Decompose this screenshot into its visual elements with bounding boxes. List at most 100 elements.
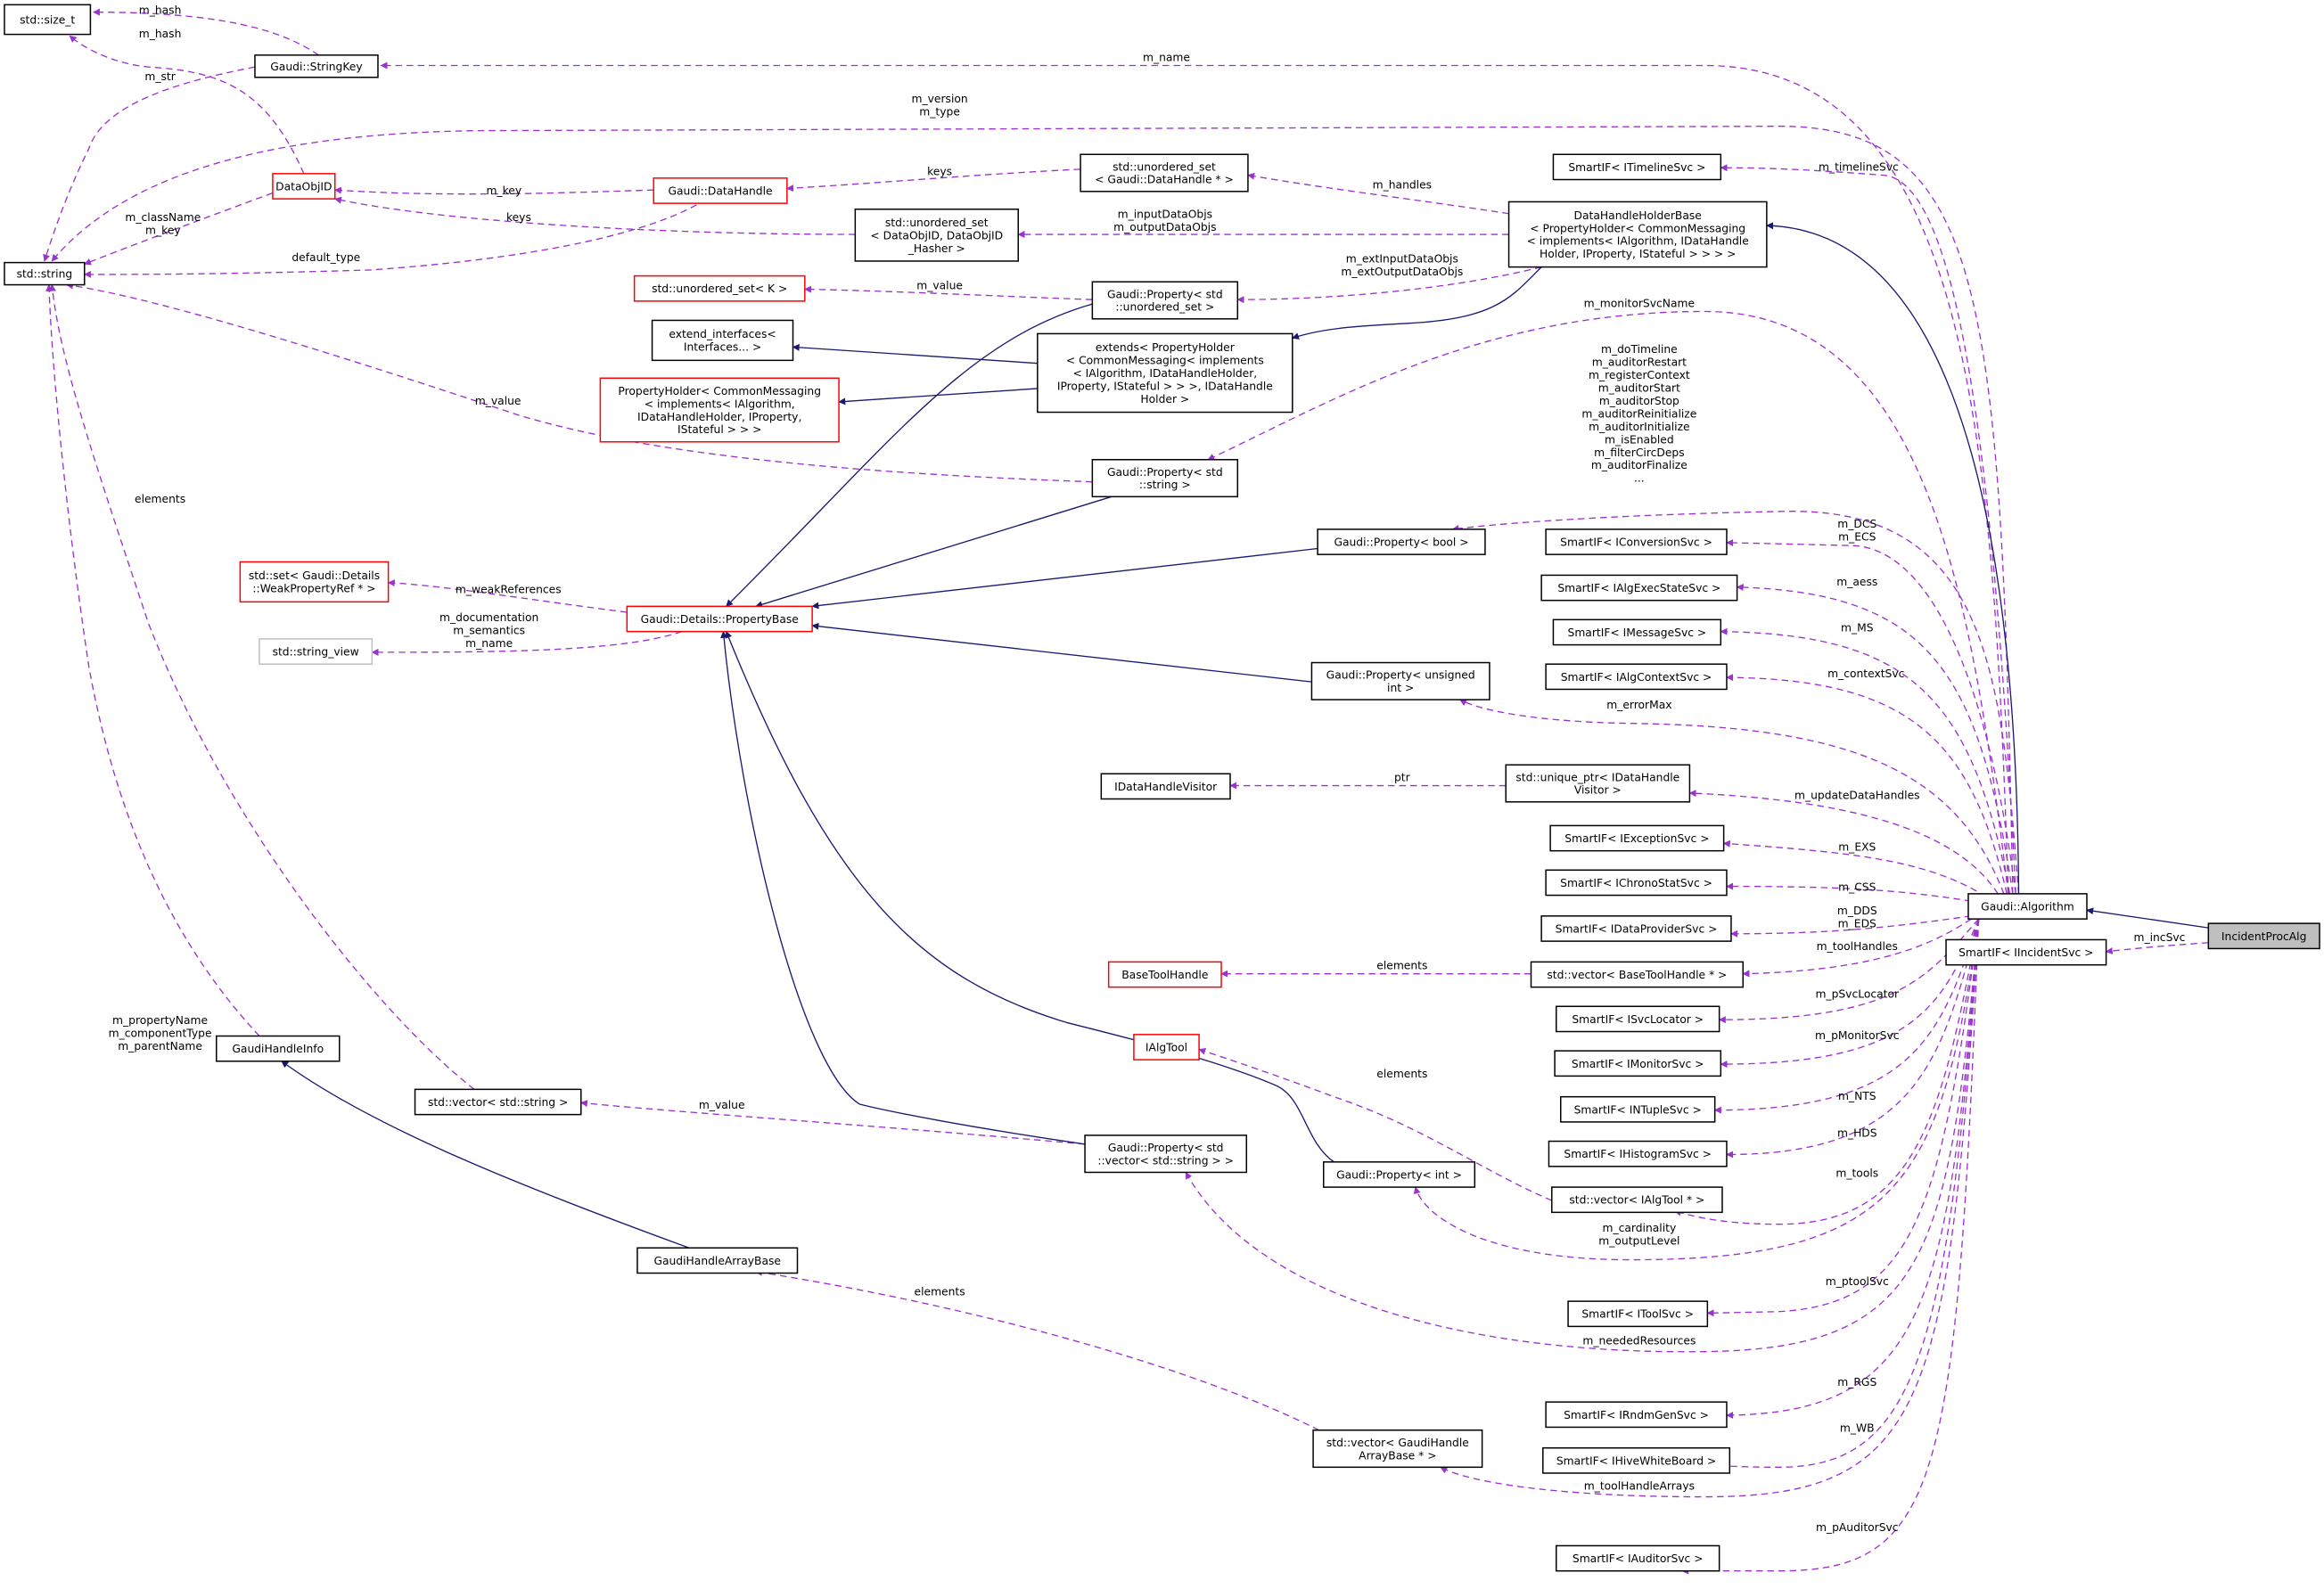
class-node-prop-uset[interactable]: Gaudi::Property< std::unordered_set >: [1091, 281, 1239, 320]
node-label: IncidentProcAlg: [2221, 930, 2307, 943]
node-label: _Hasher >: [907, 242, 965, 255]
edge-label: m_NTS: [1838, 1090, 1876, 1102]
class-node-extends[interactable]: extends< PropertyHolder< CommonMessaging…: [1037, 332, 1293, 414]
class-node-vec-ghab[interactable]: std::vector< GaudiHandleArrayBase * >: [1312, 1429, 1483, 1469]
node-box: [1091, 458, 1239, 498]
edge-label: m_value: [475, 395, 521, 407]
class-node-propbase[interactable]: Gaudi::Details::PropertyBase: [626, 605, 813, 633]
class-node-tool[interactable]: SmartIF< IToolSvc >: [1567, 1300, 1709, 1328]
class-node-basetool[interactable]: BaseToolHandle: [1107, 961, 1222, 988]
class-node-rndm[interactable]: SmartIF< IRndmGenSvc >: [1545, 1401, 1728, 1429]
class-node-chrono[interactable]: SmartIF< IChronoStatSvc >: [1545, 869, 1728, 897]
node-box: [1554, 1050, 1722, 1077]
usage-edge-alg-to-conv: [1726, 539, 2016, 894]
class-node-propholder[interactable]: PropertyHolder< CommonMessaging< impleme…: [599, 377, 840, 443]
class-node-dataobjid[interactable]: DataObjID: [272, 173, 336, 200]
class-node-msg[interactable]: SmartIF< IMessageSvc >: [1552, 618, 1722, 646]
usage-edge-prop_uset-to-uset_k: [804, 285, 1093, 300]
class-node-uset-dh[interactable]: std::unordered_set< Gaudi::DataHandle * …: [1080, 153, 1249, 192]
class-node-idhv[interactable]: IDataHandleVisitor: [1100, 773, 1231, 800]
node-label: SmartIF< IMessageSvc >: [1568, 627, 1707, 639]
class-node-ialgtool[interactable]: IAlgTool: [1133, 1034, 1200, 1061]
node-box: [1545, 528, 1728, 555]
class-node-uset-k[interactable]: std::unordered_set< K >: [633, 274, 806, 302]
usage-edge-stringkey-to-size_t: [92, 8, 319, 56]
node-label: std::vector< BaseToolHandle * >: [1547, 969, 1727, 981]
class-node-setweak[interactable]: std::set< Gaudi::Details::WeakPropertyRe…: [239, 561, 390, 603]
node-label: ::WeakPropertyRef * >: [252, 583, 375, 595]
edge-label: m_EDS: [1838, 918, 1876, 930]
class-node-dataprov[interactable]: SmartIF< IDataProviderSvc >: [1540, 915, 1732, 942]
node-box: [272, 173, 336, 200]
class-node-auditor[interactable]: SmartIF< IAuditorSvc >: [1556, 1544, 1720, 1572]
usage-edge-uset_doid-to-dataobjid: [333, 196, 856, 235]
class-node-hist[interactable]: SmartIF< IHistogramSvc >: [1548, 1140, 1728, 1167]
class-node-incsvc[interactable]: SmartIF< IIncidentSvc >: [1945, 938, 2107, 966]
node-label: BaseToolHandle: [1121, 969, 1208, 981]
class-node-hive[interactable]: SmartIF< IHiveWhiteBoard >: [1542, 1446, 1731, 1474]
usage-edge-vec_str-to-string: [48, 283, 475, 1090]
class-node-monitor[interactable]: SmartIF< IMonitorSvc >: [1554, 1050, 1722, 1077]
class-node-strview[interactable]: std::string_view: [259, 638, 374, 665]
node-label: Gaudi::Property< std: [1107, 288, 1223, 300]
usage-edge-alg-to-string: [51, 125, 2014, 894]
usage-edge-alg-to-prop_vecstr: [1185, 919, 1980, 1353]
edge-label: m_extInputDataObjs: [1346, 253, 1458, 266]
edge-label: m_pAuditorSvc: [1816, 1521, 1899, 1534]
edge-label: m_semantics: [453, 624, 525, 636]
class-node-uniqptr[interactable]: std::unique_ptr< IDataHandleVisitor >: [1505, 764, 1691, 803]
edge-label: m_WB: [1840, 1421, 1875, 1434]
node-label: < implements< IAlgorithm,: [645, 397, 795, 410]
class-node-prop-string[interactable]: Gaudi::Property< std::string >: [1091, 458, 1239, 498]
edge-label: elements: [135, 493, 185, 505]
class-node-ntuple[interactable]: SmartIF< INTupleSvc >: [1559, 1095, 1716, 1123]
node-label: std::string_view: [273, 646, 359, 659]
edge-label: m_auditorInitialize: [1589, 421, 1690, 433]
class-node-ctx[interactable]: SmartIF< IAlgContextSvc >: [1545, 663, 1728, 691]
edge-label: m_auditorReinitialize: [1581, 407, 1696, 420]
class-node-timeline[interactable]: SmartIF< ITimelineSvc >: [1552, 153, 1722, 181]
class-node-dhhb[interactable]: DataHandleHolderBase< PropertyHolder< Co…: [1507, 201, 1768, 268]
class-node-conv[interactable]: SmartIF< IConversionSvc >: [1545, 528, 1728, 555]
node-label: extend_interfaces<: [669, 328, 776, 340]
class-node-vec-ialgtool[interactable]: std::vector< IAlgTool * >: [1551, 1186, 1723, 1214]
class-node-alg[interactable]: Gaudi::Algorithm: [1967, 893, 2088, 920]
node-box: [1545, 663, 1728, 691]
class-node-size-t[interactable]: std::size_t: [4, 4, 92, 36]
class-node-uset-doid[interactable]: std::unordered_set< DataObjID, DataObjID…: [854, 209, 1019, 262]
edge-label: m_errorMax: [1606, 699, 1671, 711]
class-node-gaudihandleinfo[interactable]: GaudiHandleInfo: [215, 1035, 341, 1062]
class-node-vec-str[interactable]: std::vector< std::string >: [414, 1088, 582, 1116]
class-node-string[interactable]: std::string: [4, 261, 86, 286]
inheritance-edge-prop_int-to-propbase: [725, 630, 1334, 1163]
class-node-exc[interactable]: SmartIF< IExceptionSvc >: [1549, 824, 1725, 852]
class-node-extend-if[interactable]: extend_interfaces<Interfaces... >: [651, 319, 794, 362]
class-node-prop-bool[interactable]: Gaudi::Property< bool >: [1317, 528, 1486, 555]
node-label: std::string: [17, 268, 73, 281]
class-node-execstate[interactable]: SmartIF< IAlgExecStateSvc >: [1540, 574, 1738, 602]
edge-label: elements: [1376, 960, 1427, 972]
edge-label: m_pMonitorSvc: [1815, 1029, 1900, 1042]
node-label: Gaudi::DataHandle: [668, 184, 772, 197]
class-node-prop-vecstr[interactable]: Gaudi::Property< std::vector< std::strin…: [1084, 1134, 1248, 1174]
class-node-datahandle[interactable]: Gaudi::DataHandle: [653, 177, 788, 204]
node-label: std::size_t: [20, 13, 75, 26]
node-label: DataHandleHolderBase: [1574, 209, 1702, 222]
usage-edge-alg-to-prop_uint: [1458, 699, 2005, 895]
node-label: std::unordered_set< K >: [652, 283, 787, 295]
inheritance-edge-prop_vecstr-to-propbase: [720, 630, 1086, 1145]
edge-label: m_componentType: [109, 1028, 212, 1040]
class-node-svcloc[interactable]: SmartIF< ISvcLocator >: [1556, 1005, 1720, 1033]
class-node-vec-bth[interactable]: std::vector< BaseToolHandle * >: [1530, 961, 1744, 988]
class-node-gaudihab[interactable]: GaudiHandleArrayBase: [636, 1247, 799, 1274]
node-label: std::vector< GaudiHandle: [1326, 1437, 1469, 1449]
node-box: [1084, 1134, 1248, 1174]
edge-label: ...: [1634, 472, 1645, 485]
node-label: Visitor >: [1574, 784, 1622, 797]
class-node-stringkey[interactable]: Gaudi::StringKey: [254, 54, 379, 78]
node-label: SmartIF< IIncidentSvc >: [1959, 946, 2093, 959]
node-box: [254, 54, 379, 78]
edge-label: m_parentName: [118, 1040, 202, 1053]
class-node-prop-int[interactable]: Gaudi::Property< int >: [1322, 1161, 1476, 1188]
